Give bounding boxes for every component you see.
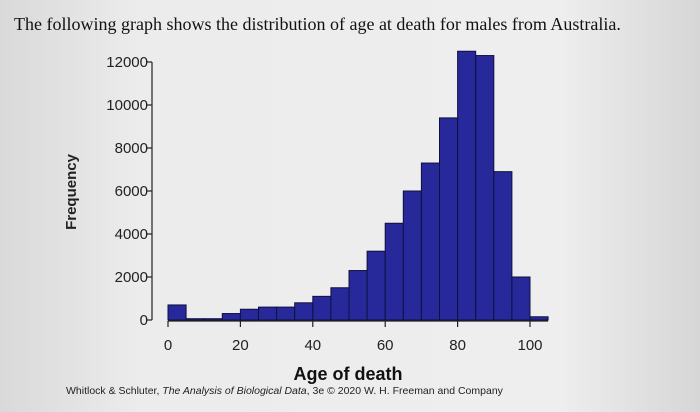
histogram-bar — [312, 295, 332, 321]
x-tick-label: 60 — [377, 337, 394, 354]
y-axis-label: Frequency — [63, 153, 80, 230]
y-tick-label: 6000 — [115, 183, 148, 200]
y-tick-label: 0 — [140, 312, 148, 329]
histogram-bar — [258, 306, 278, 321]
y-tick-label: 4000 — [115, 226, 148, 243]
y-tick-label: 10000 — [106, 97, 148, 114]
x-axis-label: Age of death — [293, 364, 402, 384]
histogram-bar — [276, 306, 296, 321]
histogram-bar — [348, 270, 368, 321]
histogram-bar — [475, 55, 495, 321]
x-tick-label: 80 — [449, 337, 466, 354]
axes-group: 0 2000 4000 6000 8000 10000 12000 0 20 40 60 80 100 — [106, 54, 549, 354]
histogram-bar — [511, 276, 531, 321]
y-tick-label: 8000 — [115, 140, 148, 157]
histogram-bar — [420, 162, 440, 321]
histogram-bar — [185, 318, 205, 321]
x-tick-label: 40 — [304, 337, 321, 354]
bars-group — [167, 50, 549, 321]
histogram-bar — [493, 171, 513, 321]
credit-rest: , 3e © 2020 W. H. Freeman and Company — [306, 385, 503, 397]
histogram-bar — [402, 190, 422, 321]
histogram-bar — [457, 50, 477, 321]
credit-authors: Whitlock & Schluter, — [66, 385, 163, 397]
histogram-bar — [366, 250, 386, 321]
y-tick-label: 2000 — [115, 269, 148, 286]
credit-book: The Analysis of Biological Data — [162, 385, 307, 397]
x-tick-label: 0 — [164, 337, 172, 354]
histogram-bar — [330, 287, 350, 321]
x-tick-label: 20 — [232, 337, 249, 354]
histogram-bar — [439, 117, 459, 321]
histogram-bar — [384, 222, 404, 321]
question-caption: The following graph shows the distributi… — [14, 14, 621, 34]
histogram-bar — [167, 304, 187, 321]
histogram-bar — [203, 318, 223, 321]
histogram-bar — [294, 302, 314, 321]
histogram-bar — [529, 316, 549, 321]
y-tick-label: 12000 — [106, 54, 148, 71]
source-credit: Whitlock & Schluter, The Analysis of Bio… — [66, 385, 503, 397]
histogram-bar — [221, 313, 241, 321]
histogram-bar — [239, 308, 259, 321]
x-tick-label: 100 — [517, 337, 542, 354]
